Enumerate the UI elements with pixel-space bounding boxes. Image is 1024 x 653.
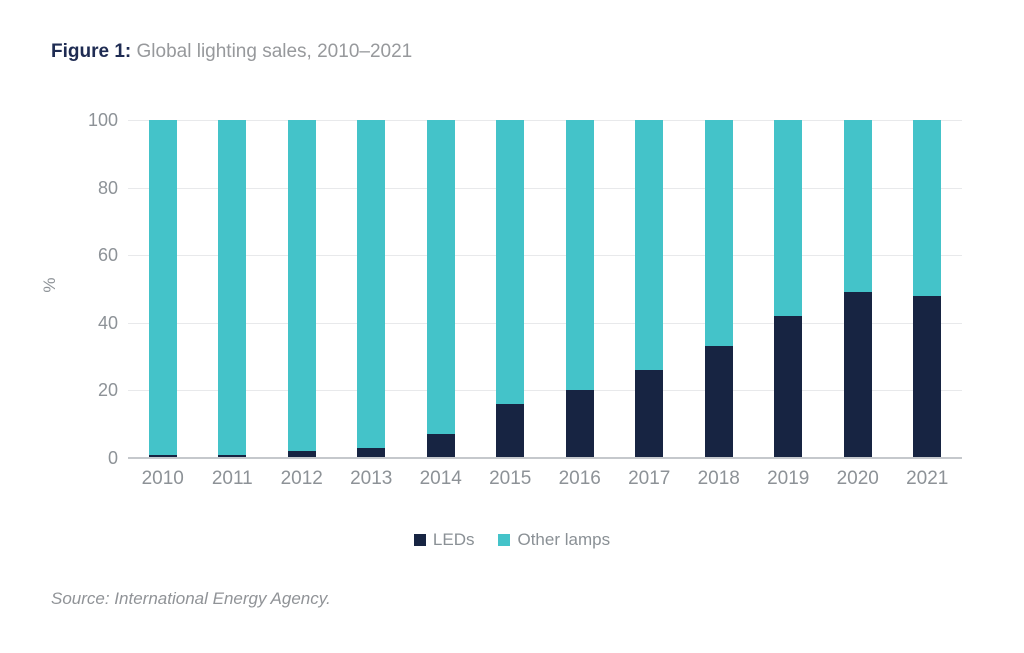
bar-2016-leds	[565, 390, 594, 458]
bar-group-2018	[704, 120, 733, 458]
x-tick-label-2011: 2011	[211, 468, 253, 489]
figure-label: Figure 1:	[51, 41, 132, 62]
bar-group-2020	[843, 120, 872, 458]
bar-2015-other-lamps	[496, 120, 525, 404]
bar-2017-leds	[635, 370, 664, 458]
bar-2011-leds	[218, 454, 247, 458]
legend-label: LEDs	[432, 530, 475, 549]
y-tick-label-80: 80	[97, 177, 118, 198]
x-tick-label-2018: 2018	[697, 468, 740, 489]
bar-2017-other-lamps	[635, 120, 664, 371]
bar-2018-other-lamps	[704, 120, 733, 347]
y-tick-label-60: 60	[97, 245, 118, 266]
gridline-20	[128, 390, 962, 392]
bar-2010-leds	[148, 454, 177, 458]
x-tick-label-2014: 2014	[419, 468, 462, 489]
legend-item-leds: LEDs	[413, 530, 475, 550]
x-tick-label-2020: 2020	[836, 468, 879, 489]
bar-2014-other-lamps	[426, 120, 455, 435]
x-tick-label-2019: 2019	[767, 468, 810, 489]
bar-group-2011	[218, 120, 247, 458]
bar-2014-leds	[426, 434, 455, 458]
x-tick-label-2015: 2015	[489, 468, 532, 489]
gridline-100	[128, 120, 962, 121]
figure-title-text: Global lighting sales, 2010–2021	[136, 41, 413, 62]
bar-2018-leds	[704, 346, 733, 458]
legend-label: Other lamps	[517, 530, 611, 549]
bar-2013-leds	[357, 447, 386, 458]
bar-group-2014	[426, 120, 455, 458]
x-tick-label-2013: 2013	[350, 468, 393, 489]
bar-2012-other-lamps	[287, 120, 316, 452]
bar-group-2012	[287, 120, 316, 458]
plot-area: 0 20 40 60 80 100 2010 2011 2012 2013 2014 2015 2016…	[88, 111, 962, 489]
bar-2013-other-lamps	[357, 120, 386, 448]
bar-2021-other-lamps	[913, 120, 942, 296]
x-tick-label-2016: 2016	[558, 468, 601, 489]
bar-2016-other-lamps	[565, 120, 594, 391]
y-tick-label-20: 20	[97, 380, 118, 401]
legend-item-other-lamps: Other lamps	[498, 530, 610, 550]
bar-group-2015	[496, 120, 525, 458]
chart-legend: LEDs Other lamps	[0, 530, 1024, 550]
x-axis-line	[128, 457, 962, 459]
bar-group-2016	[565, 120, 594, 458]
legend-swatch-icon	[498, 534, 511, 546]
y-tick-label-100: 100	[87, 110, 118, 130]
bar-group-2010	[148, 120, 177, 458]
legend-swatch-icon	[413, 534, 426, 546]
bar-group-2021	[913, 120, 942, 458]
bar-group-2013	[357, 120, 386, 458]
bar-group-2017	[635, 120, 664, 458]
x-tick-label-2021: 2021	[906, 468, 949, 489]
y-axis-title: %	[40, 277, 59, 293]
bar-2011-other-lamps	[218, 120, 247, 455]
x-tick-label-2017: 2017	[628, 468, 671, 489]
figure-title: Figure 1: Global lighting sales, 2010–20…	[51, 41, 412, 63]
bar-2015-leds	[496, 403, 525, 458]
bar-2019-other-lamps	[774, 120, 803, 317]
y-tick-label-40: 40	[97, 312, 118, 333]
bar-2010-other-lamps	[148, 120, 177, 455]
source-note: Source: International Energy Agency.	[51, 589, 331, 608]
bar-2019-leds	[774, 316, 803, 458]
bar-group-2019	[774, 120, 803, 458]
bar-2020-leds	[843, 292, 872, 458]
x-tick-label-2012: 2012	[280, 468, 323, 489]
bar-2012-leds	[287, 451, 316, 458]
gridline-60	[128, 255, 962, 257]
y-tick-label-0: 0	[107, 448, 118, 468]
x-tick-label-2010: 2010	[141, 468, 184, 489]
gridline-80	[128, 187, 962, 189]
bar-2021-leds	[913, 295, 942, 458]
gridline-40	[128, 322, 962, 324]
bar-2020-other-lamps	[843, 120, 872, 293]
